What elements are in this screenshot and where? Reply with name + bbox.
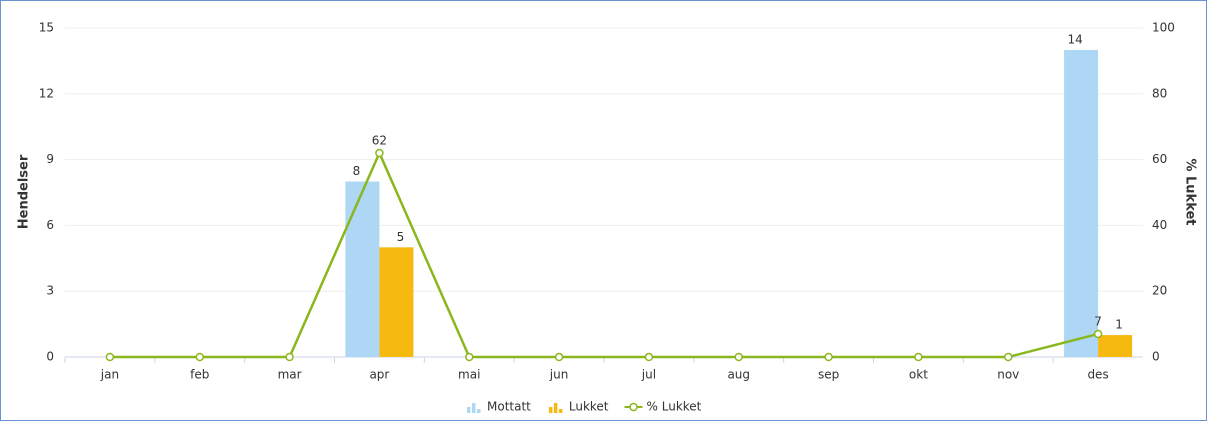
y2-tick-label: 20 <box>1152 284 1167 298</box>
x-tick-label: jul <box>641 368 656 382</box>
x-tick-label: mai <box>458 368 480 382</box>
x-tick-label: nov <box>997 368 1019 382</box>
bar <box>345 181 380 357</box>
x-tick-label: aug <box>727 368 750 382</box>
legend-label: Mottatt <box>487 400 531 414</box>
x-tick-label: jan <box>100 368 119 382</box>
line-point <box>465 352 474 362</box>
y-tick-label: 0 <box>46 350 54 364</box>
y-tick-label: 3 <box>46 284 54 298</box>
data-label: 5 <box>397 230 405 244</box>
line <box>109 149 1099 359</box>
x-tick-label: jun <box>549 368 569 382</box>
legend-icon <box>472 403 476 413</box>
bar <box>1064 49 1099 357</box>
legend-icon <box>477 409 481 413</box>
legend-icon <box>548 407 553 413</box>
y-tick-label: 15 <box>39 21 54 35</box>
data-label: 14 <box>1067 32 1082 46</box>
line-point <box>914 352 923 362</box>
data-label: 1 <box>1115 318 1123 332</box>
line-point <box>554 352 564 362</box>
bar <box>379 247 414 357</box>
line-point <box>1004 352 1013 362</box>
legend-icon <box>467 407 471 413</box>
line-point <box>734 352 743 362</box>
y2-tick-label: 0 <box>1152 350 1160 364</box>
line-point <box>644 352 654 362</box>
x-tick-label: mar <box>278 368 302 382</box>
legend-icon <box>553 403 558 413</box>
data-label: 7 <box>1094 314 1102 328</box>
data-label: 62 <box>372 134 387 148</box>
legend-label: % Lukket <box>647 400 702 414</box>
y-tick-label: 9 <box>46 152 54 166</box>
y-tick-label: 12 <box>39 86 54 100</box>
x-tick-label: sep <box>818 368 839 382</box>
y2-tick-label: 40 <box>1152 218 1167 232</box>
line-point <box>195 352 204 362</box>
bar <box>1098 335 1133 357</box>
x-tick-label: des <box>1087 368 1108 382</box>
line-point <box>1093 329 1103 339</box>
line-point <box>824 352 833 362</box>
y2-tick-label: 60 <box>1152 152 1167 166</box>
legend-label: Lukket <box>569 400 609 414</box>
x-tick-label: apr <box>369 368 389 382</box>
y2-tick-label: 100 <box>1152 21 1175 35</box>
x-tick-label: okt <box>909 368 928 382</box>
line-point <box>375 148 384 158</box>
y-axis-title: Hendelser <box>17 154 32 229</box>
y2-axis-title: % Lukket <box>1183 158 1198 225</box>
legend-icon <box>629 402 638 412</box>
x-tick-label: feb <box>190 368 209 382</box>
y2-tick-label: 80 <box>1152 86 1167 100</box>
data-label: 8 <box>353 164 361 178</box>
legend-icon <box>558 409 563 413</box>
line-point <box>285 352 294 362</box>
y-tick-label: 6 <box>46 218 54 232</box>
line-point <box>105 352 115 362</box>
